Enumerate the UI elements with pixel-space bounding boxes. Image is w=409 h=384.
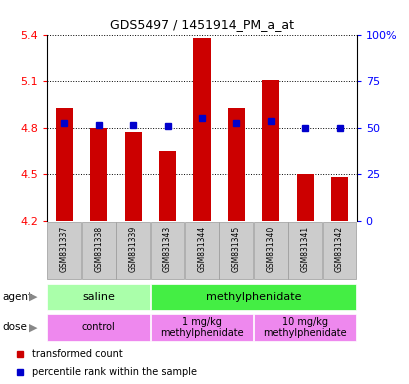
Text: GSM831337: GSM831337 [60, 226, 69, 273]
Text: GSM831342: GSM831342 [334, 226, 343, 272]
Bar [151, 284, 355, 310]
Bar [116, 222, 150, 279]
Bar [322, 222, 355, 279]
Bar [82, 222, 115, 279]
Text: ▶: ▶ [29, 322, 38, 333]
Bar [288, 222, 321, 279]
Bar [261, 79, 279, 221]
Text: GSM831344: GSM831344 [197, 226, 206, 273]
Text: saline: saline [82, 291, 115, 302]
Bar [56, 108, 73, 221]
Bar [193, 38, 210, 221]
Bar [90, 128, 107, 221]
Bar [330, 177, 347, 221]
Bar [47, 284, 150, 310]
Bar [184, 222, 218, 279]
Text: dose: dose [2, 322, 27, 333]
Text: transformed count: transformed count [32, 349, 122, 359]
Bar [151, 222, 184, 279]
Bar [47, 313, 150, 341]
Bar [47, 222, 81, 279]
Bar [219, 222, 252, 279]
Text: GSM831345: GSM831345 [231, 226, 240, 273]
Bar [124, 132, 142, 221]
Bar [296, 174, 313, 221]
Text: GSM831338: GSM831338 [94, 226, 103, 272]
Text: GSM831341: GSM831341 [300, 226, 309, 272]
Text: GSM831343: GSM831343 [163, 226, 172, 273]
Text: percentile rank within the sample: percentile rank within the sample [32, 367, 196, 377]
Text: 1 mg/kg
methylphenidate: 1 mg/kg methylphenidate [160, 316, 243, 338]
Text: agent: agent [2, 291, 32, 302]
Title: GDS5497 / 1451914_PM_a_at: GDS5497 / 1451914_PM_a_at [110, 18, 293, 31]
Bar [227, 108, 244, 221]
Bar [151, 313, 252, 341]
Bar [159, 151, 176, 221]
Text: control: control [82, 322, 115, 333]
Text: ▶: ▶ [29, 291, 38, 302]
Text: GSM831340: GSM831340 [265, 226, 274, 273]
Text: GSM831339: GSM831339 [128, 226, 137, 273]
Text: 10 mg/kg
methylphenidate: 10 mg/kg methylphenidate [263, 316, 346, 338]
Bar [253, 313, 355, 341]
Text: methylphenidate: methylphenidate [205, 291, 301, 302]
Bar [253, 222, 287, 279]
